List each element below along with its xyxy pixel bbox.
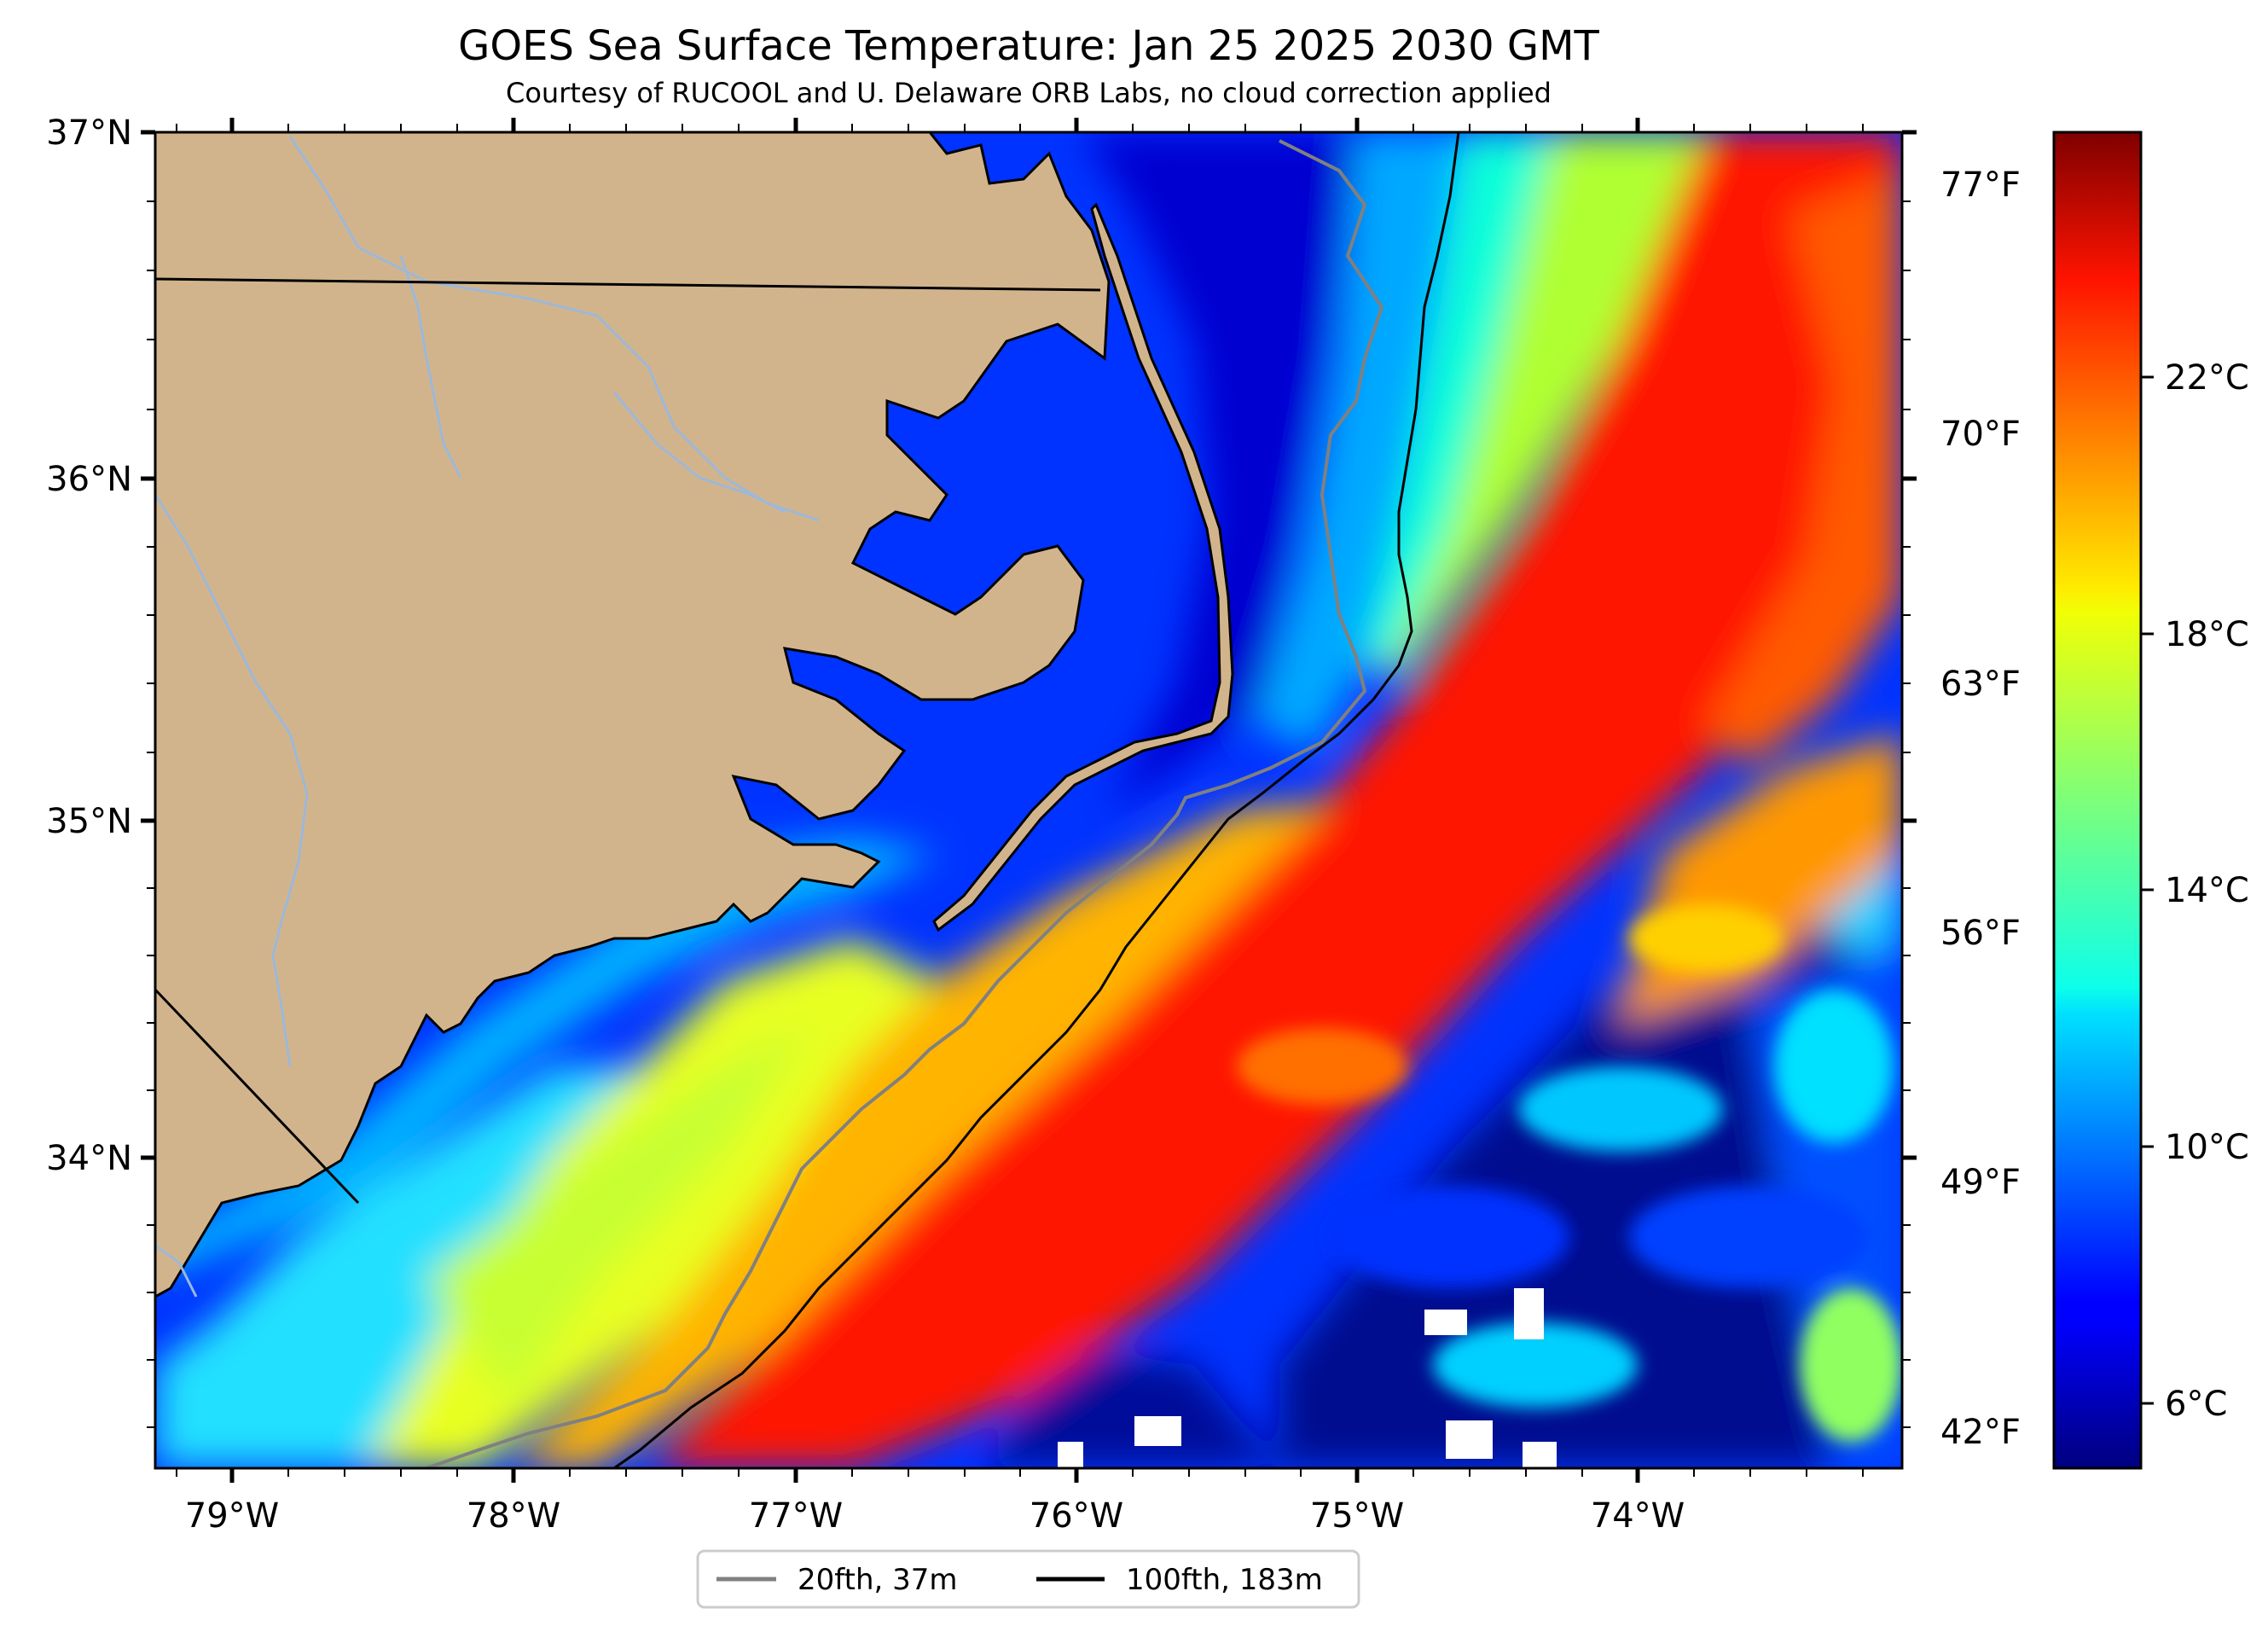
lon-label-77: 77°W <box>749 1496 843 1536</box>
legend-100fth-label: 100fth, 183m <box>1126 1563 1323 1597</box>
c-label-14: 14°C <box>2165 871 2249 910</box>
colorbar-gradient <box>2052 131 2143 1470</box>
state-borders <box>155 277 1101 1205</box>
c-label-22: 22°C <box>2165 358 2249 398</box>
lon-label-76: 76°W <box>1030 1496 1123 1536</box>
f-label-70: 70°F <box>1940 415 2021 454</box>
map-title: GOES Sea Surface Temperature: Jan 25 202… <box>458 22 1599 70</box>
isobath-100fth <box>613 132 1460 1468</box>
cloud-gaps <box>1058 1288 1557 1467</box>
lat-label-36: 36°N <box>46 460 132 499</box>
sst-eddies <box>1237 904 1902 1442</box>
lon-label-79: 79°W <box>185 1496 279 1536</box>
map-panel <box>155 132 1902 1468</box>
map-frame <box>141 118 1917 1483</box>
outer-banks <box>932 202 1234 932</box>
lon-label-78: 78°W <box>467 1496 560 1536</box>
isobath-20fth <box>426 139 1384 1468</box>
colorbar: 22°C 18°C 14°C 10°C 6°C <box>2052 131 2249 1470</box>
fahrenheit-labels: 77°F 70°F 63°F 56°F 49°F 42°F <box>1940 166 2021 1452</box>
longitude-labels: 79°W 78°W 77°W 76°W 75°W 74°W <box>185 1496 1685 1536</box>
c-label-18: 18°C <box>2165 615 2249 654</box>
f-label-77: 77°F <box>1940 166 2021 205</box>
lat-label-37: 37°N <box>46 113 132 153</box>
map-subtitle: Courtesy of RUCOOL and U. Delaware ORB L… <box>506 77 1552 109</box>
isobath-legend: 20fth, 37m 100fth, 183m <box>696 1549 1360 1609</box>
f-label-49: 49°F <box>1940 1163 2021 1202</box>
lat-label-34: 34°N <box>46 1139 132 1178</box>
c-label-10: 10°C <box>2165 1128 2249 1167</box>
f-label-42: 42°F <box>1940 1413 2021 1452</box>
f-label-56: 56°F <box>1940 914 2021 953</box>
latitude-labels: 37°N 36°N 35°N 34°N <box>46 113 132 1178</box>
c-label-6: 6°C <box>2165 1385 2227 1424</box>
lon-label-75: 75°W <box>1310 1496 1404 1536</box>
land-north-carolina <box>155 132 1111 1298</box>
f-label-63: 63°F <box>1940 665 2021 704</box>
lon-label-74: 74°W <box>1591 1496 1685 1536</box>
lat-label-35: 35°N <box>46 802 132 841</box>
rivers <box>155 136 820 1298</box>
legend-20fth-label: 20fth, 37m <box>798 1563 958 1597</box>
